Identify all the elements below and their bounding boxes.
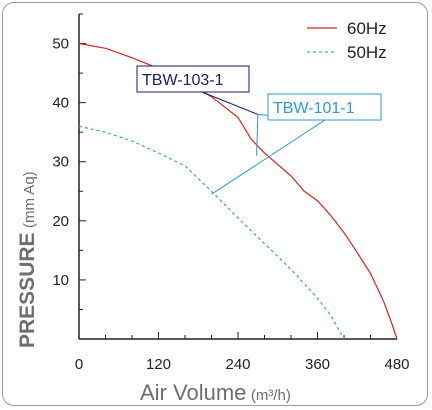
callout-box-tbw-101-1 [267, 93, 382, 121]
y-tick-label: 30 [52, 154, 69, 171]
y-tick-label: 20 [52, 213, 69, 230]
y-axis-title-main: PRESSURE [16, 232, 39, 348]
callout-leader-1-1 [211, 119, 326, 195]
y-tick-label: 10 [52, 272, 69, 289]
x-tick-label: 240 [225, 356, 250, 373]
plot-area: 10 20 30 40 50 0 120 240 360 480 [52, 13, 410, 373]
series-line-50hz [78, 125, 345, 340]
x-tick-label: 0 [75, 356, 83, 373]
legend-label-50hz: 50Hz [347, 43, 387, 62]
x-axis-title-main: Air Volume [140, 380, 246, 405]
callout-tbw-101-1: TBW-101-1 [267, 93, 382, 121]
y-axis-title-unit: (mm Aq) [21, 171, 38, 228]
callout-label-tbw-101-1: TBW-101-1 [273, 100, 355, 117]
callout-leader-0-0 [201, 91, 259, 115]
callout-tbw-103-1: TBW-103-1 [136, 65, 250, 93]
x-tick-label: 360 [305, 356, 330, 373]
callout-label-tbw-103-1: TBW-103-1 [142, 72, 224, 89]
y-tick-label: 50 [52, 36, 69, 53]
x-axis-title: Air Volume (m³/h) [140, 380, 291, 405]
callout-box-tbw-103-1 [136, 65, 250, 93]
x-tick-label: 120 [146, 356, 171, 373]
x-tick-label: 480 [384, 356, 409, 373]
y-axis-title: PRESSURE (mm Aq) [16, 171, 39, 348]
y-tick-label: 40 [52, 95, 69, 112]
legend-label-60hz: 60Hz [347, 19, 387, 38]
legend: 60Hz 50Hz [307, 19, 387, 62]
callout-leader-extra [256, 114, 259, 156]
x-axis-title-unit: (m³/h) [251, 387, 291, 404]
